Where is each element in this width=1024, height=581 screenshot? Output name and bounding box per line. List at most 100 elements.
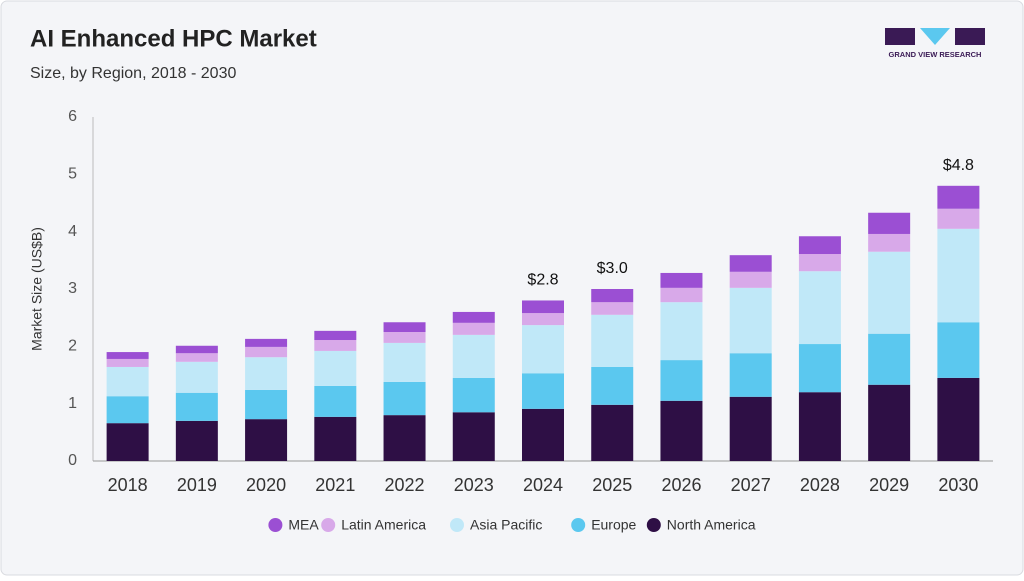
legend-marker — [571, 518, 586, 532]
y-tick-label: 4 — [68, 223, 77, 240]
bar-segment — [522, 373, 564, 409]
bar-segment — [729, 396, 772, 461]
legend-marker — [268, 518, 283, 532]
x-tick-label: 2026 — [661, 475, 701, 495]
bar-segment — [591, 314, 634, 367]
bar-segment — [868, 333, 911, 385]
legend-marker — [321, 518, 336, 532]
legend-label: Latin America — [341, 517, 426, 533]
logo-shape — [955, 28, 985, 45]
bar-segment — [314, 385, 357, 417]
y-axis-label: Market Size (US$B) — [29, 227, 45, 351]
bar-segment — [868, 384, 911, 461]
y-tick-label: 5 — [68, 166, 77, 183]
legend-label: MEA — [288, 517, 319, 533]
bar-segment — [314, 340, 357, 351]
x-tick-label: 2024 — [523, 475, 563, 495]
total-label: $4.8 — [943, 157, 974, 174]
bar-segment — [175, 392, 218, 421]
bar-segment — [175, 353, 218, 362]
bar-segment — [522, 325, 564, 374]
legend-label: Asia Pacific — [470, 517, 542, 533]
bar-segment — [591, 366, 634, 405]
x-tick-label: 2021 — [315, 475, 355, 495]
bar-segment — [522, 300, 564, 314]
total-label: $3.0 — [597, 260, 628, 277]
bar-segment — [868, 233, 911, 252]
bar-segment — [522, 408, 564, 461]
bar-segment — [937, 377, 980, 461]
bar-segment — [937, 322, 980, 378]
bar-segment — [591, 289, 634, 303]
bar-segment — [798, 392, 841, 461]
x-tick-label: 2030 — [938, 475, 978, 495]
logo-shape — [920, 28, 950, 45]
bar-segment — [868, 212, 911, 234]
bar-segment — [383, 342, 426, 382]
bar-segment — [383, 322, 426, 332]
bar-segment — [106, 423, 149, 461]
bar-segment — [937, 185, 980, 209]
chart-title: AI Enhanced HPC Market — [30, 25, 317, 52]
x-tick-label: 2029 — [869, 475, 909, 495]
bar-segment — [383, 332, 426, 343]
y-tick-label: 6 — [68, 108, 77, 125]
bar-segment — [729, 271, 772, 288]
bar-segment — [452, 322, 495, 335]
bar-segment — [314, 416, 357, 461]
bar-segment — [452, 412, 495, 461]
bar-segment — [245, 389, 288, 420]
logo-shape — [885, 28, 915, 45]
bar-segment — [106, 396, 149, 424]
bar-segment — [245, 346, 288, 358]
logo: GRAND VIEW RESEARCH — [885, 28, 985, 59]
bar-segment — [660, 272, 703, 288]
bar-segment — [660, 360, 703, 401]
bar-segment — [314, 330, 357, 341]
bar-segment — [729, 255, 772, 272]
legend-marker — [450, 518, 464, 532]
legend-label: North America — [667, 517, 756, 533]
legend-label: Europe — [591, 517, 636, 533]
bar-segment — [452, 311, 495, 323]
bar-segment — [175, 361, 218, 393]
x-tick-label: 2027 — [731, 475, 771, 495]
x-tick-label: 2022 — [385, 475, 425, 495]
bar-segment — [591, 404, 634, 461]
logo-text: GRAND VIEW RESEARCH — [889, 50, 982, 59]
total-label: $2.8 — [527, 272, 558, 289]
bar-segment — [314, 350, 357, 386]
bar-segment — [660, 287, 703, 303]
bar-segment — [245, 357, 288, 390]
bar-segment — [245, 419, 288, 461]
x-tick-label: 2023 — [454, 475, 494, 495]
y-tick-label: 0 — [68, 452, 77, 469]
x-tick-label: 2028 — [800, 475, 840, 495]
bar-segment — [522, 313, 564, 326]
x-tick-label: 2020 — [246, 475, 286, 495]
bar-segment — [660, 302, 703, 361]
bar-segment — [245, 338, 288, 347]
bar-segment — [798, 271, 841, 345]
bar-segment — [729, 353, 772, 397]
x-tick-label: 2025 — [592, 475, 632, 495]
bar-segment — [798, 254, 841, 272]
bar-segment — [106, 366, 149, 397]
bar-segment — [383, 415, 426, 461]
bar-segment — [660, 400, 703, 461]
bar-segment — [937, 208, 980, 229]
chart-subtitle: Size, by Region, 2018 - 2030 — [30, 65, 236, 82]
legend-marker — [646, 518, 661, 532]
y-tick-label: 2 — [68, 338, 77, 355]
bar-segment — [383, 381, 426, 416]
bar-segment — [452, 377, 495, 413]
bar-segment — [937, 228, 980, 323]
x-tick-label: 2018 — [108, 475, 148, 495]
y-tick-label: 1 — [68, 395, 77, 412]
bar-segment — [868, 251, 911, 334]
bar-segment — [106, 358, 149, 367]
bar-segment — [729, 287, 772, 354]
y-tick-label: 3 — [68, 280, 77, 297]
